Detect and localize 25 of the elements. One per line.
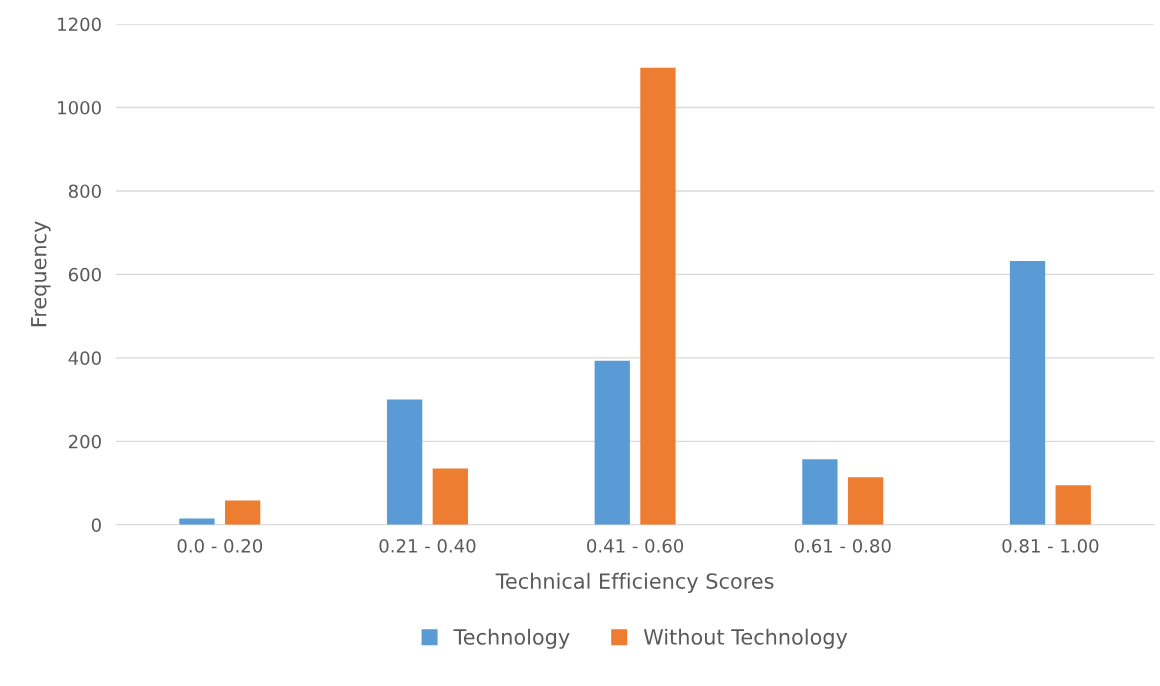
legend-label: Without Technology (643, 628, 848, 649)
bar (847, 477, 884, 525)
x-tick-label: 0.21 - 0.40 (379, 539, 476, 553)
bar (640, 67, 676, 525)
bar (225, 500, 261, 525)
x-axis-title: Technical Efficiency Scores (495, 572, 774, 593)
y-tick-label: 600 (68, 267, 101, 282)
y-tick-label: 800 (68, 184, 101, 199)
bar (386, 399, 423, 525)
bar (1055, 485, 1091, 525)
bar (432, 468, 468, 525)
y-tick-label: 400 (68, 351, 101, 365)
x-tick-label: 0.0 - 0.20 (177, 539, 263, 553)
bar (802, 459, 838, 525)
y-tick-label: 0 (91, 518, 101, 532)
legend-label: Technology (453, 628, 570, 649)
x-tick-label: 0.81 - 1.00 (1002, 539, 1099, 553)
bar (1009, 261, 1046, 525)
y-tick-label: 1200 (58, 17, 101, 32)
y-axis-title: Frequency (31, 221, 51, 327)
y-tick-label: 1000 (58, 100, 101, 115)
x-tick-label: 0.41 - 0.60 (587, 539, 684, 553)
x-tick-label: 0.61 - 0.80 (794, 539, 891, 553)
y-tick-label: 200 (68, 434, 101, 449)
bar (594, 360, 630, 525)
